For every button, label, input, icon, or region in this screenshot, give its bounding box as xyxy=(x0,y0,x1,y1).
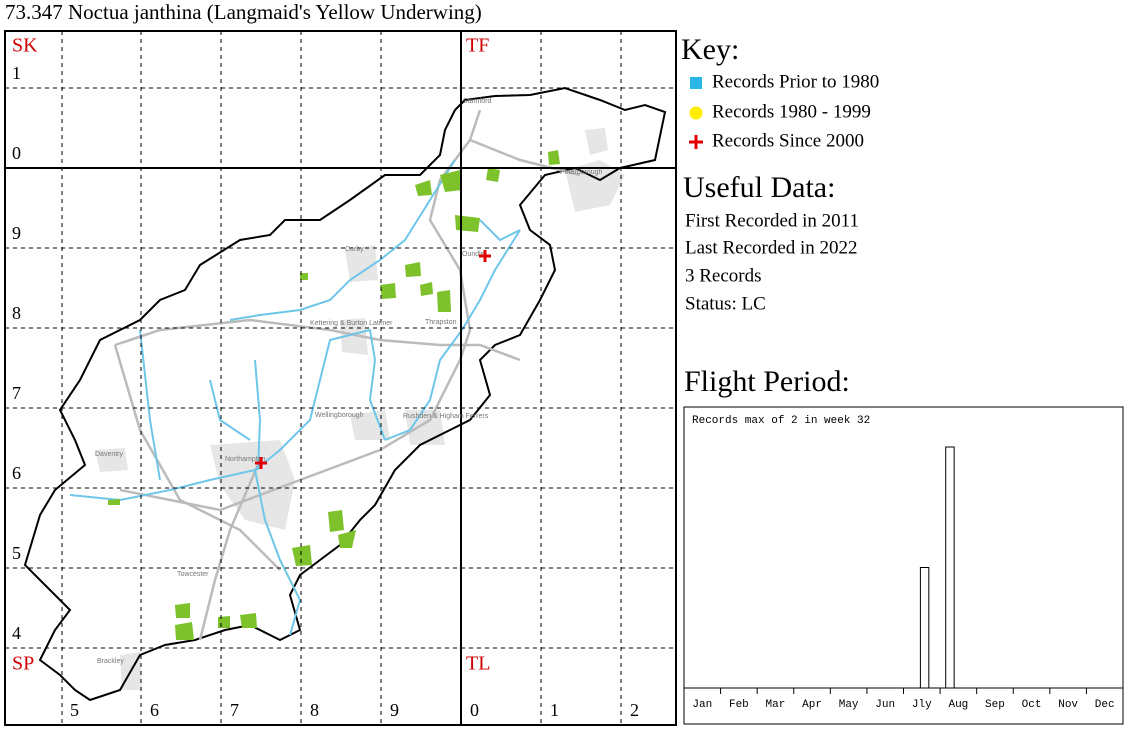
key-heading: Key: xyxy=(681,33,739,66)
town-label: Stamford xyxy=(463,98,492,105)
useful-data-line: First Recorded in 2011 xyxy=(685,210,859,231)
x-tick-label: Sep xyxy=(985,699,1005,711)
x-tick-label: Oct xyxy=(1022,699,1042,711)
side-panel: Key: Records Prior to 1980 Records 1980 … xyxy=(681,33,1124,725)
column-label: 0 xyxy=(470,700,479,720)
column-label: 1 xyxy=(550,700,559,720)
column-label: 9 xyxy=(390,700,399,720)
column-label: 8 xyxy=(310,700,319,720)
square-label: TF xyxy=(466,35,489,57)
row-label: 7 xyxy=(12,383,21,403)
town-label: Kettering & Burton Latimer xyxy=(310,320,393,327)
x-tick-label: Jan xyxy=(692,699,712,711)
page-title: 73.347 Noctua janthina (Langmaid's Yello… xyxy=(5,0,482,24)
row-label: 8 xyxy=(12,303,21,323)
record-markers xyxy=(255,250,491,469)
chart-title: Flight Period: xyxy=(684,365,850,398)
record-marker xyxy=(479,250,491,262)
town-label: Rushden & Higham Ferrers xyxy=(403,413,489,420)
key-label: Records 1980 - 1999 xyxy=(712,101,871,122)
x-tick-label: Apr xyxy=(802,699,822,711)
x-tick-label: Feb xyxy=(729,699,749,711)
town-label: Towcester xyxy=(177,571,209,578)
bar xyxy=(945,446,955,689)
town-label: Northampton xyxy=(225,456,266,463)
row-label: 6 xyxy=(12,463,21,483)
x-tick-label: Nov xyxy=(1058,699,1078,711)
x-tick-label: May xyxy=(839,699,859,711)
key-marker xyxy=(690,77,702,89)
chart-annotation: Records max of 2 in week 32 xyxy=(692,415,870,427)
square-label: SP xyxy=(12,653,34,675)
map-frame xyxy=(4,30,677,726)
towns: Stamford Peterborough Corby Oundle Kettering… xyxy=(95,98,603,665)
town-label: Wellingborough xyxy=(315,412,364,419)
x-tick-label: Jly xyxy=(912,699,932,711)
town-label: Daventry xyxy=(95,451,124,458)
town-label: Oundle xyxy=(462,251,485,258)
x-tick-label: Mar xyxy=(766,699,786,711)
row-label: 9 xyxy=(12,223,21,243)
x-tick-label: Aug xyxy=(948,699,968,711)
column-label: 6 xyxy=(150,700,159,720)
row-label: 4 xyxy=(12,623,21,643)
column-label: 5 xyxy=(70,700,79,720)
woodland xyxy=(108,150,560,640)
useful-data-line: Status: LC xyxy=(685,293,766,314)
record-marker xyxy=(255,457,267,469)
useful-data-line: Last Recorded in 2022 xyxy=(685,237,858,258)
chart-frame xyxy=(683,406,1124,725)
town-label: Thrapston xyxy=(425,319,457,326)
useful-data-line: 3 Records xyxy=(685,265,762,286)
square-label: SK xyxy=(12,35,38,57)
column-label: 2 xyxy=(630,700,639,720)
row-label: 0 xyxy=(12,143,21,163)
town-label: Corby xyxy=(345,246,364,253)
key-marker xyxy=(689,135,703,149)
rivers xyxy=(69,159,521,636)
town-label: Peterborough xyxy=(560,169,603,176)
useful-data-heading: Useful Data: xyxy=(683,171,835,204)
key-label: Records Prior to 1980 xyxy=(712,71,879,92)
x-tick-label: Dec xyxy=(1095,699,1115,711)
square-label: TL xyxy=(466,653,490,675)
x-tick-label: Jun xyxy=(875,699,895,711)
county-outline xyxy=(23,86,667,702)
key-marker xyxy=(689,106,703,120)
row-label: 5 xyxy=(12,543,21,563)
key-label: Records Since 2000 xyxy=(712,130,864,151)
town-label: Brackley xyxy=(97,658,124,665)
column-label: 7 xyxy=(230,700,239,720)
bar xyxy=(919,567,930,689)
row-label: 1 xyxy=(12,63,21,83)
